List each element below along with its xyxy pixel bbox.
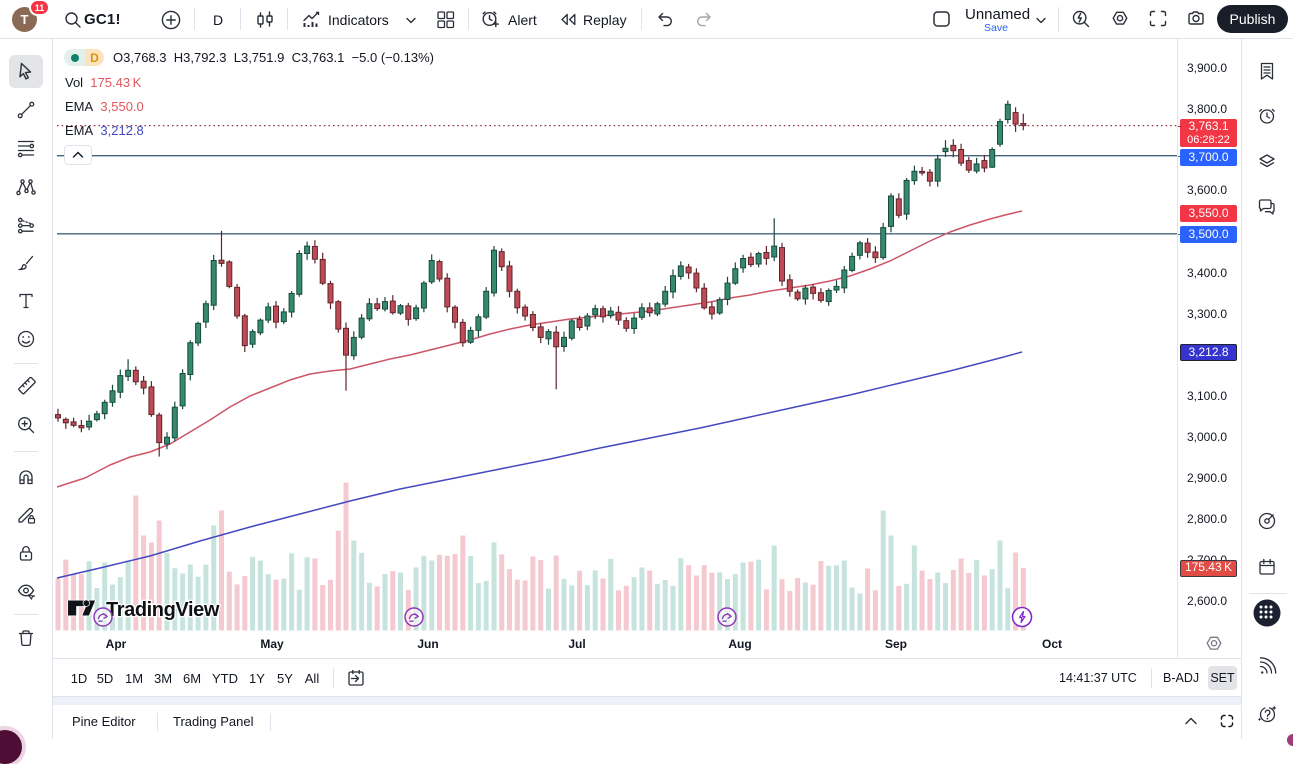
- svg-text:Sep: Sep: [885, 637, 907, 651]
- svg-text:Oct: Oct: [1042, 637, 1062, 651]
- svg-text:Jul: Jul: [568, 637, 585, 651]
- svg-text:May: May: [260, 637, 284, 651]
- svg-text:Jun: Jun: [417, 637, 438, 651]
- svg-text:TradingView: TradingView: [106, 599, 220, 621]
- svg-text:Apr: Apr: [106, 637, 127, 651]
- svg-text:Aug: Aug: [728, 637, 751, 651]
